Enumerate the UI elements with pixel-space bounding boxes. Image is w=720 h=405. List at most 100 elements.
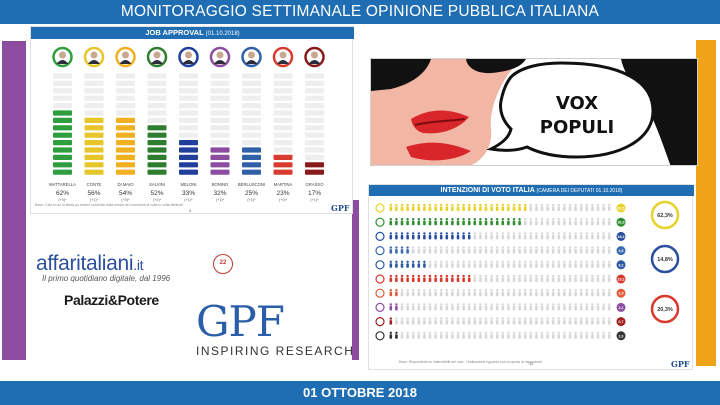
person-icon: [552, 232, 555, 235]
party-logo-icon: [375, 245, 385, 256]
person-icon: [524, 203, 527, 207]
person-icon: [552, 303, 555, 306]
person-icon: [490, 246, 493, 249]
person-icon: [507, 218, 510, 221]
person-icon: [546, 274, 549, 278]
bar-segment: [147, 154, 167, 160]
person-icon: [512, 274, 516, 278]
person-icon: [596, 274, 600, 278]
person-icon: [524, 303, 527, 306]
person-icon: [591, 317, 594, 320]
person-icon: [574, 232, 577, 235]
bar-segment-empty: [53, 95, 72, 101]
person-icon: [462, 317, 465, 320]
value-label: 23%: [276, 190, 289, 197]
gpf-logo[interactable]: GPF INSPIRING RESEARCH: [196, 300, 355, 359]
affaritaliani-logo[interactable]: affaritaliani.it Il primo quotidiano dig…: [36, 252, 233, 283]
person-icon: [423, 232, 426, 235]
person-icon: [389, 260, 392, 263]
group-total-label: 62,3%: [657, 213, 673, 219]
bar-segment-empty: [53, 73, 72, 79]
bar-segment-empty: [305, 103, 324, 109]
value-badge: [616, 274, 626, 284]
gpf-tagline: INSPIRING RESEARCH: [196, 344, 355, 358]
person-icon: [524, 260, 527, 263]
person-icon: [563, 331, 566, 334]
person-icon: [440, 289, 443, 292]
person-icon: [507, 260, 510, 263]
bar-segment-empty: [242, 80, 261, 86]
person-icon: [428, 317, 432, 320]
bar-segment-empty: [84, 95, 104, 101]
person-icon: [563, 289, 566, 292]
person-icon: [596, 232, 600, 235]
job-approval-panel[interactable]: JOB APPROVAL (01.10.2018) MATTARELLA 62%(…: [30, 26, 354, 214]
person-icon: [468, 232, 471, 235]
value-label: 54%: [119, 190, 132, 197]
bar-segment: [53, 154, 72, 160]
person-icon: [540, 246, 544, 249]
value-label: 2,0: [619, 334, 624, 338]
bar-segment: [84, 140, 104, 146]
person-icon: [524, 317, 527, 320]
person-icon: [451, 246, 454, 249]
person-icon: [484, 203, 488, 207]
person-icon: [473, 218, 476, 221]
bar-segment: [84, 169, 104, 175]
person-icon: [602, 289, 605, 292]
person-icon: [568, 289, 572, 292]
person-icon: [568, 218, 572, 221]
person-icon: [389, 203, 392, 207]
person-icon: [417, 331, 420, 334]
person-icon: [440, 232, 443, 235]
bar-segment: [179, 154, 198, 160]
person-icon: [585, 289, 588, 292]
person-icon: [540, 274, 544, 278]
intenzioni-page-number: 12: [529, 361, 534, 366]
person-icon: [591, 232, 594, 235]
person-icon: [529, 260, 532, 263]
bar-segment-empty: [210, 80, 230, 86]
vox-populi-panel[interactable]: VOX POPULI: [370, 58, 698, 166]
party-logo-icon: [375, 316, 385, 327]
person-icon: [512, 260, 516, 263]
person-icon: [456, 289, 460, 292]
person-icon: [568, 317, 572, 320]
person-icon: [602, 331, 605, 334]
person-icon: [563, 203, 566, 207]
person-icon: [428, 303, 432, 306]
bar-segment-empty: [84, 73, 104, 79]
person-icon: [529, 218, 532, 221]
person-icon: [434, 289, 437, 292]
person-icon: [389, 274, 392, 278]
bar-segment-empty: [273, 125, 293, 131]
person-icon: [512, 289, 516, 292]
person-icon: [507, 331, 510, 334]
person-icon: [563, 260, 566, 263]
person-icon: [568, 203, 572, 207]
job-approval-title: JOB APPROVAL (01.10.2018): [31, 27, 354, 39]
person-icon: [468, 246, 471, 249]
person-icon: [608, 218, 611, 221]
person-icon: [417, 317, 420, 320]
person-icon: [479, 203, 482, 207]
person-icon: [585, 218, 588, 221]
bar-segment-empty: [305, 117, 324, 123]
person-icon: [596, 203, 600, 207]
person-icon: [496, 317, 499, 320]
bar-segment-empty: [210, 132, 230, 138]
intenzioni-panel[interactable]: INTENZIONI DI VOTO ITALIA (CAMERA DEI DE…: [368, 184, 694, 370]
person-icon: [445, 218, 448, 221]
person-icon: [608, 232, 611, 235]
person-icon: [608, 203, 611, 207]
bar-segment-empty: [84, 88, 104, 94]
bar-segment: [305, 162, 324, 168]
palazzi-potere-logo[interactable]: Palazzi&Potere: [64, 292, 159, 308]
person-icon: [451, 203, 454, 207]
bar-segment: [53, 132, 72, 138]
person-icon: [462, 246, 465, 249]
person-icon: [406, 260, 409, 263]
person-icon: [389, 331, 392, 334]
person-icon: [608, 303, 611, 306]
person-icon: [479, 246, 482, 249]
